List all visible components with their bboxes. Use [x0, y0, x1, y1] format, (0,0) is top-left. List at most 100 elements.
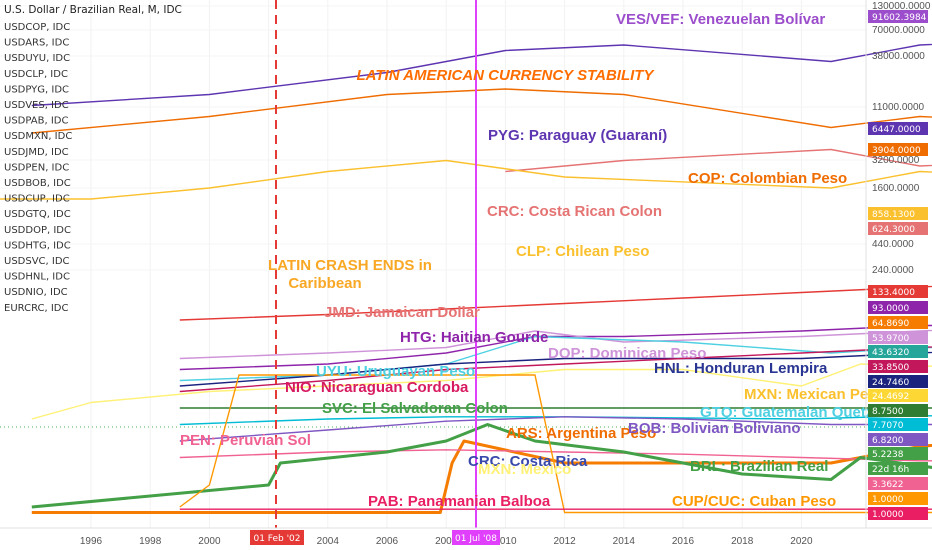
x-tick-2014: 2014 — [613, 536, 636, 547]
symbol-usdclp-idc: USDCLP, IDC — [4, 69, 68, 80]
price-tag-18: 3.3622 — [872, 480, 904, 490]
series-line-cop — [31, 88, 932, 134]
series-label-hnl-9: HNL: Honduran Lempira — [654, 360, 828, 377]
price-tag-bg-20 — [868, 507, 928, 520]
price-tag-bg-17 — [868, 462, 928, 475]
price-tag-13: 8.7500 — [872, 407, 904, 417]
symbol-usdsvc-idc: USDSVC, IDC — [4, 256, 70, 267]
chart-header-title: U.S. Dollar / Brazilian Real, M, IDC — [4, 4, 182, 16]
symbol-usdcop-idc: USDCOP, IDC — [4, 22, 70, 33]
symbol-usduyu-idc: USDUYU, IDC — [4, 53, 70, 64]
y-tick-7: 240.0000 — [872, 265, 914, 276]
price-tag-bg-9 — [868, 345, 928, 358]
x-tick-1996: 1996 — [80, 536, 103, 547]
series-label-htg-6: HTG: Haitian Gourde — [400, 329, 548, 346]
symbol-usddop-idc: USDDOP, IDC — [4, 225, 71, 236]
y-tick-0: 130000.0000 — [872, 1, 931, 12]
price-tag-bg-11 — [868, 375, 928, 388]
marker-tag-2002-text: 01 Feb '02 — [253, 534, 300, 544]
series-label-dop-7: DOP: Dominican Peso — [548, 345, 706, 362]
series-label-pab-20: PAB: Panamanian Balboa — [368, 493, 551, 510]
series-label-cup-cuc-21: CUP/CUC: Cuban Peso — [672, 493, 836, 510]
series-label-bob-15: BOB: Bolivian Boliviano — [628, 420, 801, 437]
price-tag-bg-5 — [868, 285, 928, 298]
symbol-eurcrc-idc: EURCRC, IDC — [4, 303, 69, 314]
price-axis[interactable]: 130000.0000 70000.0000 38000.0000 11000.000… — [872, 1, 931, 276]
y-tick-6: 440.0000 — [872, 239, 914, 250]
price-tag-14: 7.7070 — [872, 421, 904, 431]
price-tag-bg-19 — [868, 492, 928, 505]
symbol-usdhtg-idc: USDHTG, IDC — [4, 240, 71, 251]
series-label-gtq-13: GTQ: Guatemalan Quetzal — [700, 404, 886, 421]
x-tick-2006: 2006 — [376, 536, 399, 547]
symbol-usdgtq-idc: USDGTQ, IDC — [4, 209, 71, 220]
price-tag-bg-16 — [868, 447, 928, 460]
y-tick-5: 1600.0000 — [872, 183, 920, 194]
series-label-mxn-11: MXN: Mexican Peso — [744, 386, 886, 403]
crash-note-line1: LATIN CRASH ENDS in — [268, 257, 432, 274]
price-tag-bg-10 — [868, 360, 928, 373]
x-tick-2010: 2010 — [494, 536, 517, 547]
price-tag-bg-18 — [868, 477, 928, 490]
x-tick-2000: 2000 — [198, 536, 221, 547]
price-tag-bg-0 — [868, 10, 928, 23]
price-tag-bg-12 — [868, 389, 928, 402]
price-tag-9: 43.6320 — [872, 348, 909, 358]
price-tag-bg-15 — [868, 433, 928, 446]
price-tag-bg-1 — [868, 122, 928, 135]
series-label-svc-12: SVC: El Salvadoran Colon — [322, 400, 508, 417]
series-line-dop — [179, 329, 932, 360]
main-title: LATIN AMERICAN CURRENCY STABILITY — [357, 67, 656, 84]
series-label-uyu-8: UYU: Uruguayan Peso — [316, 363, 475, 380]
series-label-nio-10: NIO: Nicaraguan Cordoba — [285, 379, 469, 396]
price-tag-3: 858.1300 — [872, 210, 915, 220]
x-tick-2004: 2004 — [317, 536, 340, 547]
series-label-cop-2: COP: Colombian Peso — [688, 170, 847, 187]
price-tag-6: 93.0000 — [872, 304, 909, 314]
price-tag-10: 33.8500 — [872, 363, 909, 373]
price-tag-16: 5.2238 — [872, 450, 904, 460]
price-tag-15: 6.8200 — [872, 436, 904, 446]
price-tag-20: 1.0000 — [872, 510, 904, 520]
price-tag-8: 53.9700 — [872, 334, 909, 344]
price-tag-bg-4 — [868, 222, 928, 235]
price-tag-bg-8 — [868, 331, 928, 344]
price-tag-4: 624.3000 — [872, 225, 915, 235]
series-line-pyg — [31, 43, 932, 107]
price-tag-5: 133.4000 — [872, 288, 915, 298]
x-tick-2018: 2018 — [731, 536, 754, 547]
symbol-usdnio-idc: USDNIO, IDC — [4, 287, 68, 298]
symbol-usdves-idc: USDVES, IDC — [4, 100, 69, 111]
series-line-brl — [31, 423, 932, 509]
price-tag-bg-13 — [868, 404, 928, 417]
series-label-brl-19: BRL: Brazilian Real — [690, 458, 828, 475]
symbol-usdhnl-idc: USDHNL, IDC — [4, 272, 70, 283]
price-tag-19: 1.0000 — [872, 495, 904, 505]
symbol-usdpyg-idc: USDPYG, IDC — [4, 84, 69, 95]
series-line-nio — [179, 346, 932, 393]
series-label-pen-16: PEN: Peruvian Sol — [180, 432, 311, 449]
series-label-mxn-18: MXN: Mexico — [478, 461, 571, 478]
x-tick-2008: 2008 — [435, 536, 458, 547]
x-tick-2012: 2012 — [553, 536, 576, 547]
x-tick-1998: 1998 — [139, 536, 162, 547]
price-tag-bg-6 — [868, 301, 928, 314]
symbol-usdpab-idc: USDPAB, IDC — [4, 116, 68, 127]
series-line-clp — [0, 159, 932, 200]
gridlines — [0, 0, 866, 528]
price-tag-bg-7 — [868, 316, 928, 329]
series-label-crc-17: CRC: Costa Rica — [468, 453, 588, 470]
series-label-pyg-1: PYG: Paraguay (Guaraní) — [488, 127, 667, 144]
marker-tag-2008: 01 Jul '08 — [452, 530, 500, 545]
y-tick-4: 3200.0000 — [872, 155, 920, 166]
symbol-usdmxn-idc: USDMXN, IDC — [4, 131, 72, 142]
price-tag-0: 91602.3984 — [872, 13, 927, 23]
time-axis[interactable]: 1996199820002002200420062008201020122014… — [80, 536, 813, 547]
series-label-ars-14: ARS: Argentina Peso — [506, 425, 656, 442]
price-tag-bg-14 — [868, 418, 928, 431]
series-line-crc — [505, 148, 932, 173]
series-line-jmd — [179, 285, 932, 321]
price-tag-1: 6447.0000 — [872, 125, 921, 135]
